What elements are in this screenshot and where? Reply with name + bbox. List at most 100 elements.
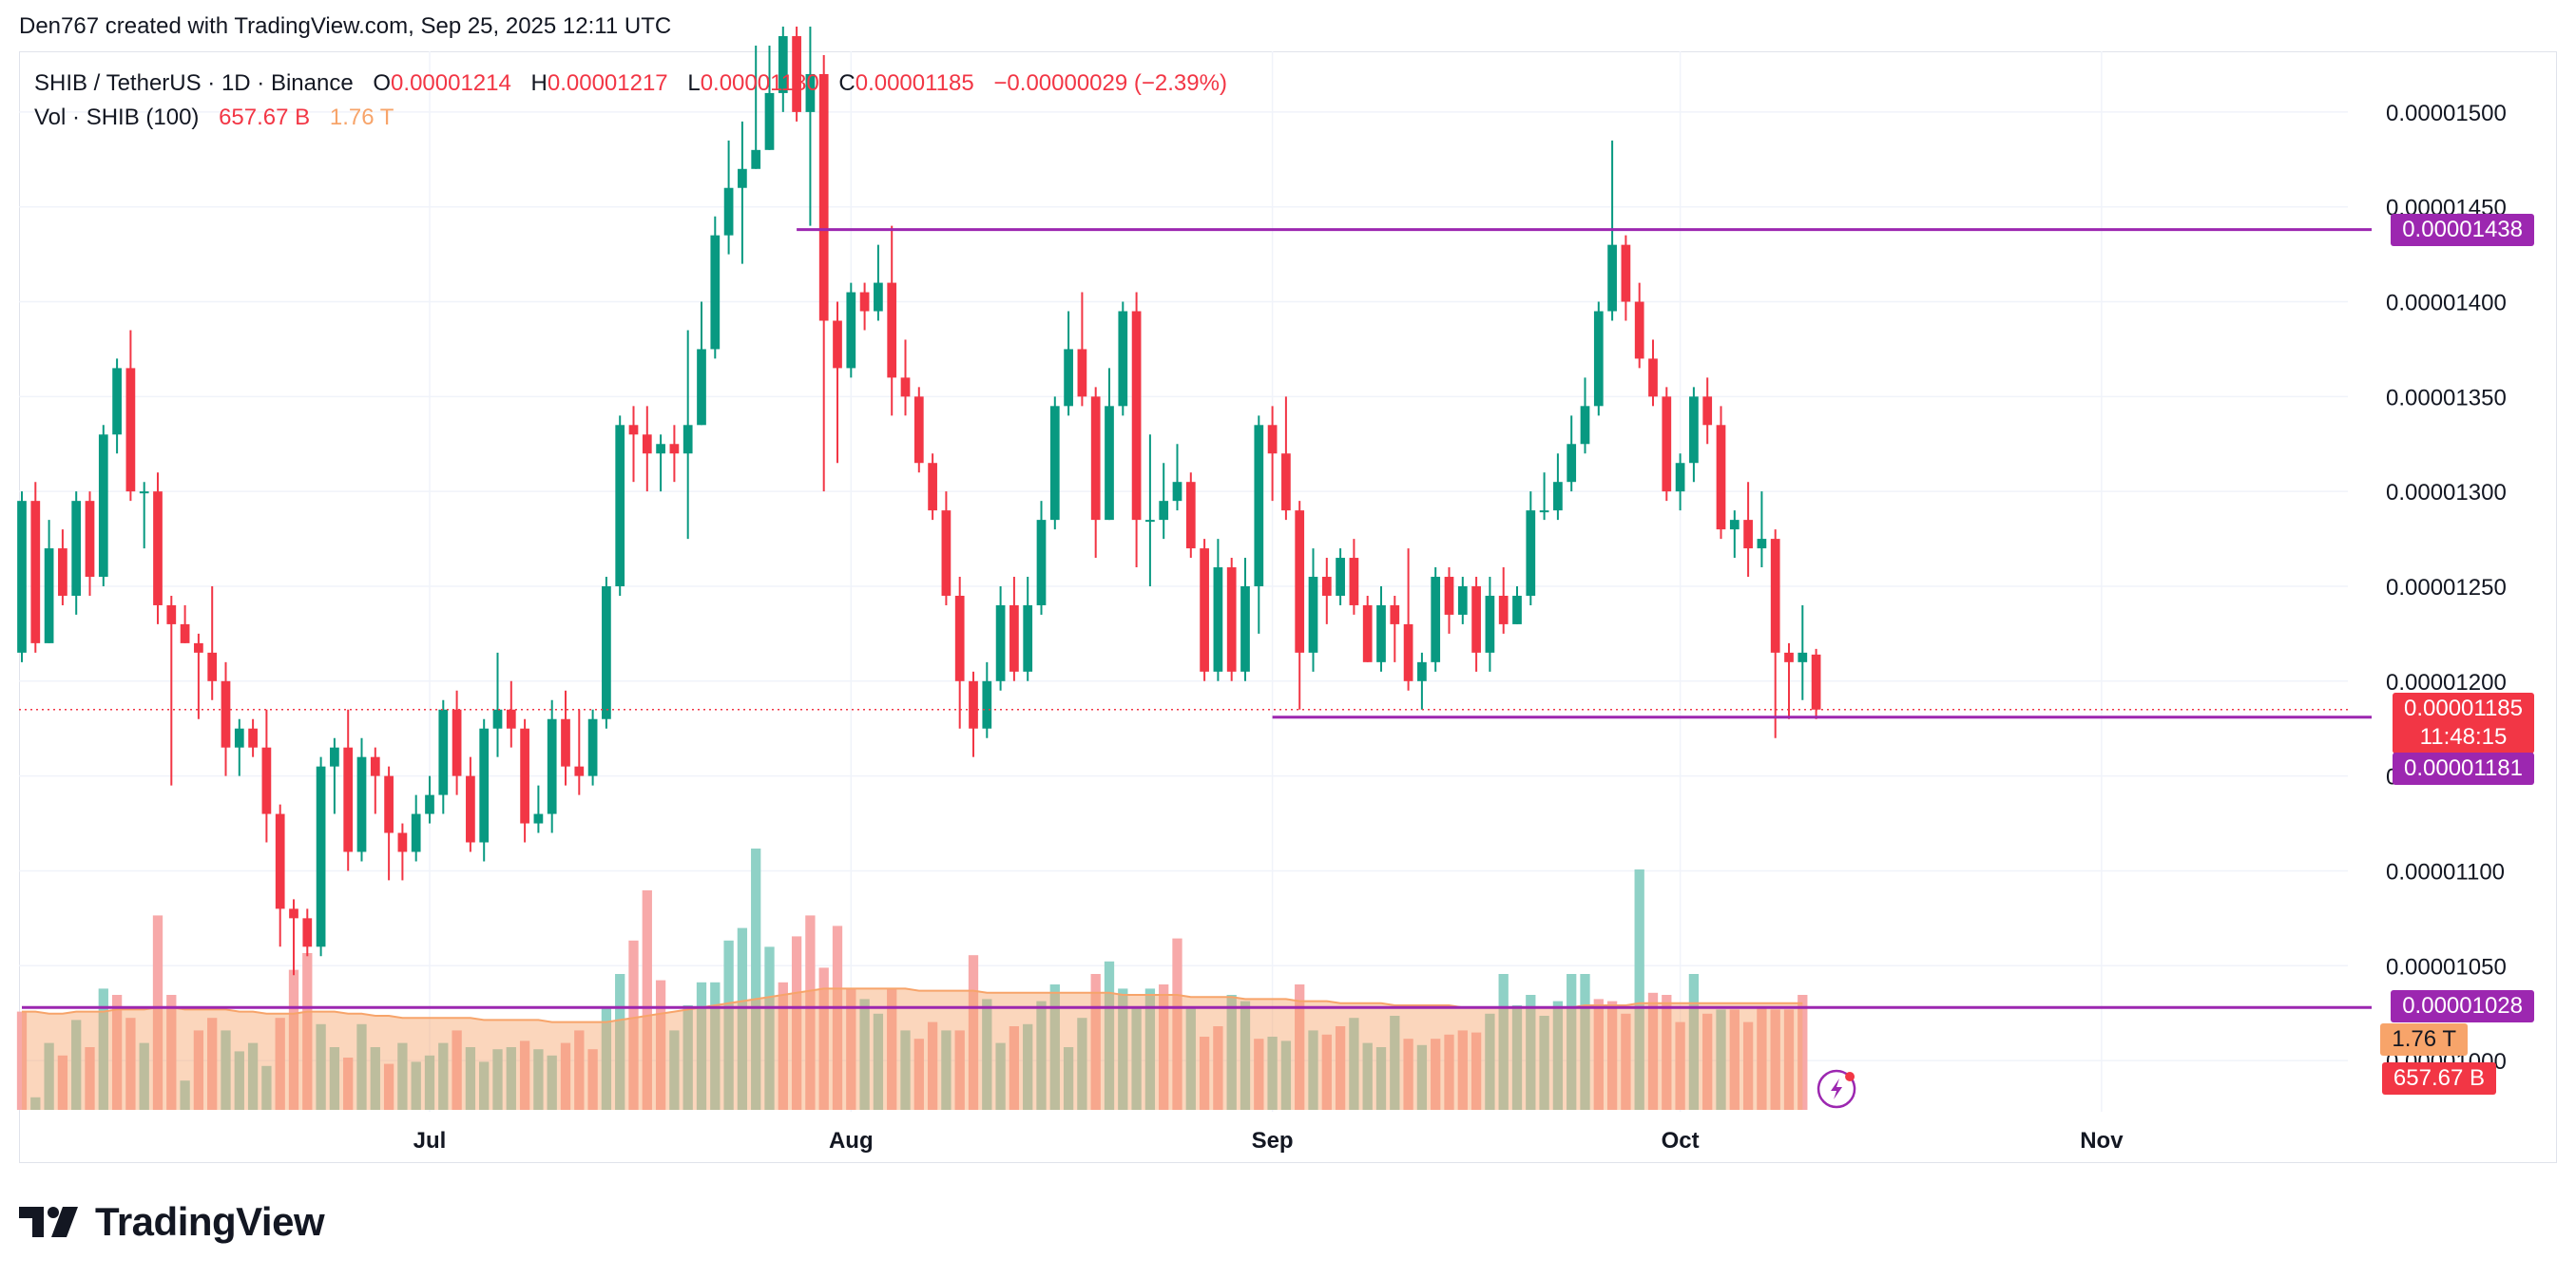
candle-body bbox=[1784, 652, 1794, 662]
chart-legend: SHIB / TetherUS · 1D · Binance O0.000012… bbox=[34, 67, 1227, 135]
y-axis-tick-label: 0.00001500 bbox=[2386, 101, 2507, 126]
volume-bar bbox=[111, 995, 123, 1110]
candle-body bbox=[44, 548, 54, 643]
candle-body bbox=[778, 36, 788, 93]
volume-bar bbox=[1403, 1039, 1413, 1110]
candle-body bbox=[1213, 567, 1223, 672]
candle-body bbox=[954, 595, 965, 681]
volume-bar bbox=[710, 982, 721, 1110]
volume-bar bbox=[1295, 984, 1305, 1110]
volume-bar bbox=[383, 1063, 394, 1110]
candle-body bbox=[969, 680, 978, 729]
volume-bar bbox=[873, 1013, 884, 1110]
volume-bar bbox=[193, 1030, 204, 1110]
candle-body bbox=[370, 756, 380, 776]
candle-body bbox=[438, 709, 449, 795]
volume-bar bbox=[1457, 1030, 1468, 1110]
candle-body bbox=[710, 235, 721, 350]
legend-volume-label[interactable]: Vol · SHIB (100) bbox=[34, 105, 200, 130]
candle-body bbox=[887, 282, 897, 378]
volume-bar bbox=[900, 1030, 911, 1110]
candle-body bbox=[1417, 661, 1427, 681]
candle-body bbox=[289, 908, 298, 919]
volume-bar bbox=[1280, 1040, 1292, 1110]
volume-bar bbox=[832, 926, 843, 1110]
volume-bar bbox=[1036, 1001, 1047, 1110]
volume-bar bbox=[30, 1097, 41, 1110]
candle-body bbox=[261, 747, 272, 814]
candle-body bbox=[1240, 585, 1250, 672]
volume-bar bbox=[1647, 992, 1659, 1110]
volume-bar bbox=[1267, 1037, 1278, 1110]
volume-bar bbox=[1049, 984, 1060, 1110]
volume-bar bbox=[941, 1030, 952, 1110]
volume-bar bbox=[1526, 995, 1536, 1110]
candle-body bbox=[1267, 425, 1278, 454]
volume-bar bbox=[1688, 974, 1700, 1110]
candle-body bbox=[1200, 548, 1209, 672]
y-axis-tick-label: 0.00001100 bbox=[2386, 859, 2505, 885]
volume-bar bbox=[968, 955, 979, 1110]
volume-bar bbox=[1213, 1026, 1223, 1110]
candle-body bbox=[1512, 595, 1522, 624]
volume-bar bbox=[1159, 984, 1169, 1110]
candle-body bbox=[1049, 406, 1060, 521]
candle-body bbox=[1185, 482, 1196, 549]
candle-body bbox=[1662, 396, 1672, 492]
candle-body bbox=[1431, 577, 1441, 662]
volume-bar bbox=[1362, 1042, 1373, 1110]
volume-bar bbox=[927, 1021, 938, 1110]
tradingview-logo[interactable]: TradingView bbox=[19, 1199, 325, 1245]
volume-bar bbox=[669, 1030, 680, 1110]
candle-body bbox=[207, 652, 218, 681]
candle-body bbox=[928, 463, 937, 511]
volume-bar bbox=[1077, 1018, 1087, 1110]
candle-body bbox=[1702, 396, 1713, 426]
volume-bar bbox=[343, 1058, 354, 1110]
volume-bar bbox=[1308, 1030, 1318, 1110]
volume-bar bbox=[1606, 1001, 1618, 1110]
volume-bar bbox=[696, 982, 707, 1110]
volume-bar bbox=[234, 1051, 244, 1110]
candle-body bbox=[1689, 396, 1699, 464]
legend-close-label: C bbox=[838, 70, 855, 96]
candle-body bbox=[98, 434, 108, 578]
candle-body bbox=[874, 282, 883, 312]
volume-bar bbox=[492, 1049, 503, 1110]
volume-bar bbox=[397, 1042, 408, 1110]
legend-low-label: L bbox=[687, 70, 701, 96]
candle-body bbox=[1226, 567, 1237, 672]
candle-body bbox=[1580, 406, 1590, 445]
candle-body bbox=[656, 444, 665, 454]
event-marker[interactable] bbox=[1817, 1069, 1856, 1109]
volume-bar bbox=[587, 1049, 598, 1110]
candle-body bbox=[833, 320, 842, 369]
volume-bar bbox=[1321, 1034, 1332, 1110]
candle-body bbox=[738, 168, 747, 188]
candle-body bbox=[1444, 577, 1454, 615]
legend-symbol[interactable]: SHIB / TetherUS · 1D · Binance bbox=[34, 70, 354, 96]
candle-body bbox=[1023, 604, 1033, 672]
volume-bar bbox=[1172, 938, 1182, 1110]
candle-body bbox=[71, 501, 82, 596]
volume-bar bbox=[601, 1007, 612, 1110]
candle-body bbox=[587, 718, 598, 776]
legend-high: 0.00001217 bbox=[547, 70, 668, 96]
candle-body bbox=[1770, 539, 1780, 653]
candle-body bbox=[1457, 585, 1468, 615]
volume-ma-tag: 1.76 T bbox=[2380, 1023, 2468, 1056]
candle-body bbox=[343, 747, 354, 852]
horizontal-lines[interactable] bbox=[19, 228, 2372, 1009]
volume-bar bbox=[1063, 1047, 1074, 1110]
volume-bar bbox=[221, 1030, 231, 1110]
volume-bar bbox=[1390, 1016, 1400, 1110]
y-axis-tick-label: 0.00001050 bbox=[2386, 954, 2507, 980]
current-price-tag: 0.00001185 11:48:15 bbox=[2392, 693, 2534, 754]
candle-body bbox=[995, 604, 1006, 681]
candle-body bbox=[506, 709, 516, 729]
volume-bar bbox=[288, 969, 299, 1110]
volume-bar bbox=[1662, 995, 1672, 1110]
volume-bar bbox=[424, 1055, 435, 1110]
candle-body bbox=[1648, 358, 1658, 397]
